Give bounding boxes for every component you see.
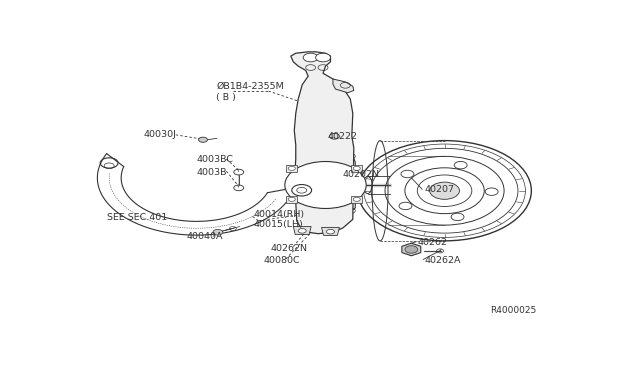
Polygon shape — [297, 152, 355, 215]
Circle shape — [316, 198, 325, 203]
Polygon shape — [402, 243, 420, 256]
Polygon shape — [291, 52, 354, 234]
Text: 40030J: 40030J — [143, 130, 177, 140]
Polygon shape — [351, 196, 362, 203]
Circle shape — [289, 166, 295, 170]
Circle shape — [330, 134, 339, 139]
Circle shape — [298, 228, 306, 233]
Text: 4003BC: 4003BC — [196, 155, 234, 164]
Polygon shape — [321, 227, 339, 235]
Circle shape — [429, 182, 460, 199]
Circle shape — [326, 167, 335, 172]
Polygon shape — [286, 196, 297, 203]
Polygon shape — [293, 227, 311, 235]
Polygon shape — [350, 166, 358, 171]
Circle shape — [289, 197, 295, 201]
Circle shape — [405, 246, 418, 253]
Circle shape — [294, 180, 303, 185]
Circle shape — [312, 177, 339, 193]
Circle shape — [303, 53, 318, 62]
Circle shape — [316, 53, 330, 62]
Polygon shape — [351, 165, 362, 172]
Text: 40262A: 40262A — [425, 256, 461, 264]
Text: 40014(RH)
40015(LH): 40014(RH) 40015(LH) — [253, 210, 305, 229]
Text: 40222: 40222 — [328, 132, 358, 141]
Circle shape — [285, 161, 366, 208]
Circle shape — [213, 230, 223, 235]
Polygon shape — [333, 79, 354, 93]
Text: 40262: 40262 — [417, 238, 447, 247]
Text: 40202N: 40202N — [343, 170, 380, 179]
Circle shape — [353, 166, 360, 170]
Polygon shape — [293, 197, 301, 202]
Circle shape — [348, 185, 357, 190]
Text: 40207: 40207 — [425, 185, 454, 194]
Text: ØB1B4-2355M
( B ): ØB1B4-2355M ( B ) — [216, 82, 284, 102]
Circle shape — [326, 145, 335, 150]
Text: 40080C: 40080C — [264, 256, 300, 265]
Circle shape — [198, 137, 207, 142]
Text: 40262N: 40262N — [271, 244, 308, 253]
Text: 4003B: 4003B — [196, 168, 227, 177]
Text: SEE SEC.401: SEE SEC.401 — [108, 212, 168, 222]
Polygon shape — [350, 197, 358, 202]
Polygon shape — [286, 165, 297, 172]
Circle shape — [326, 230, 335, 234]
Text: 40040A: 40040A — [187, 232, 223, 241]
Polygon shape — [293, 166, 301, 171]
Text: R4000025: R4000025 — [490, 306, 536, 315]
Circle shape — [353, 197, 360, 201]
